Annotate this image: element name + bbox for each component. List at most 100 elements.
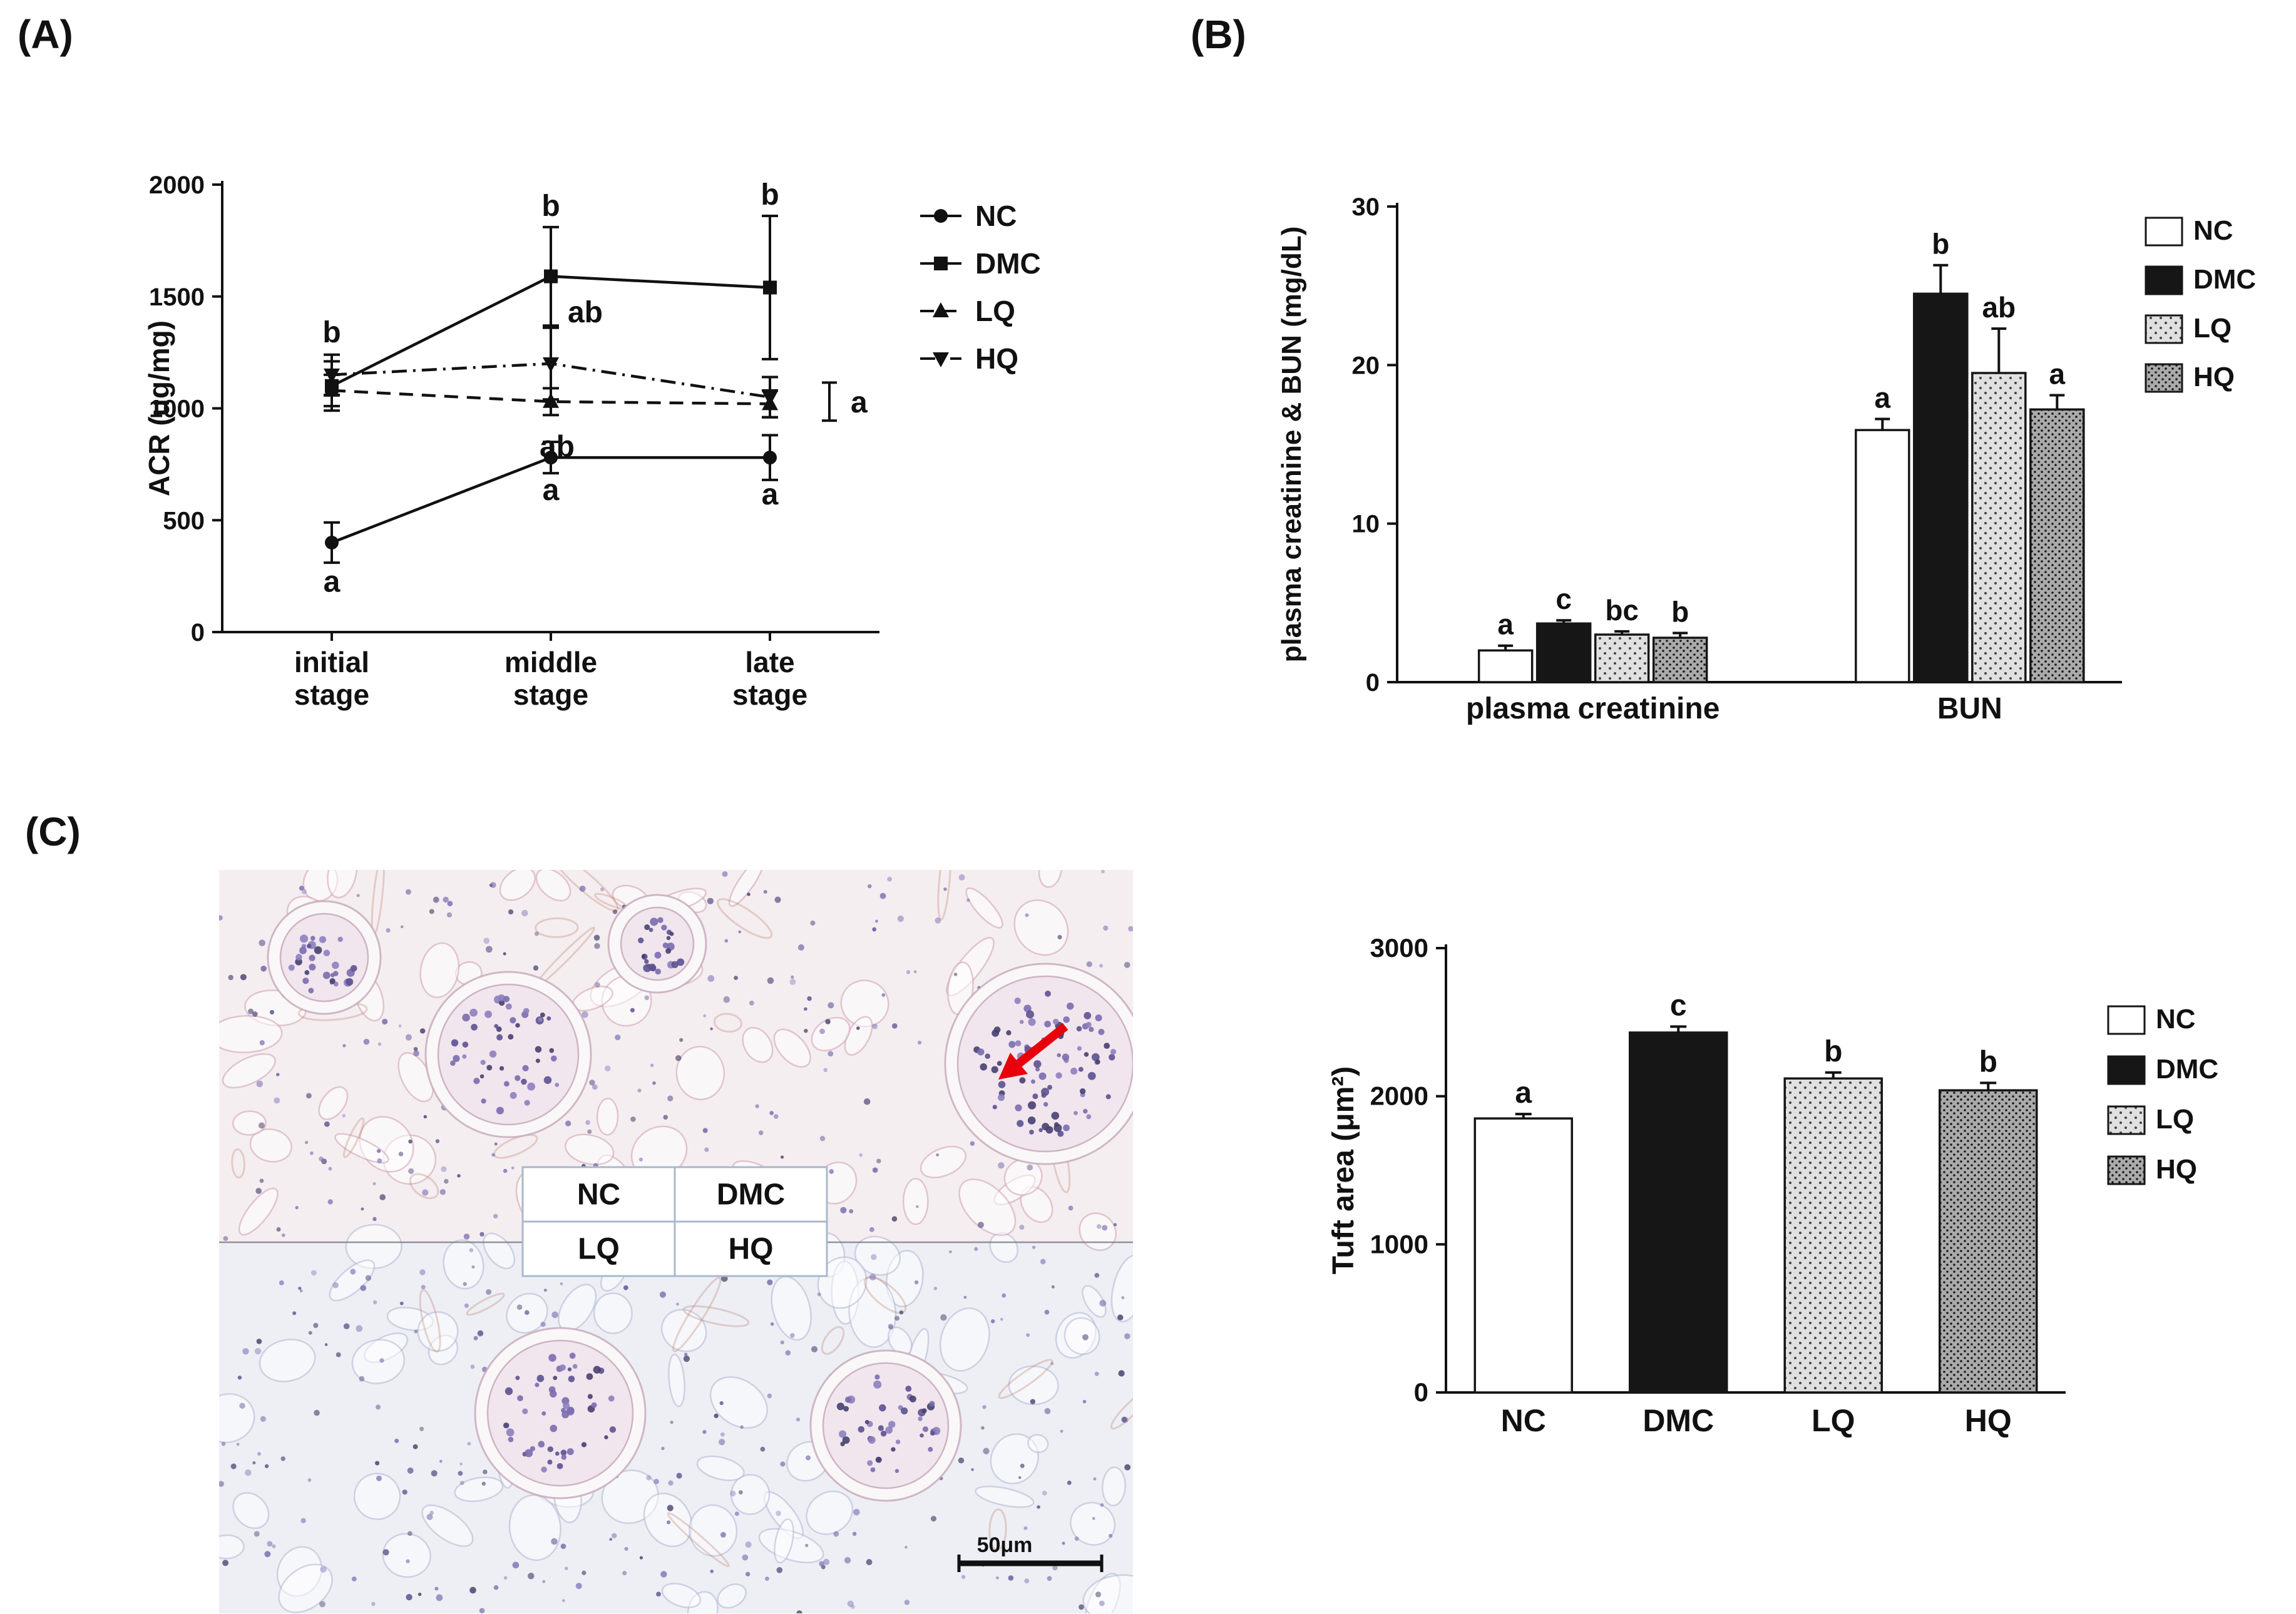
- scale-bar-label: 50μm: [977, 1533, 1033, 1557]
- tissue-nucleus: [1079, 1604, 1084, 1610]
- tissue-tubule: [327, 870, 358, 899]
- tissue-nucleus: [565, 1120, 571, 1126]
- tissue-nucleus: [653, 1479, 659, 1484]
- tissue-nucleus: [350, 1269, 356, 1275]
- tissue-nucleus: [871, 1254, 877, 1260]
- tissue-strand: [717, 898, 773, 939]
- glomerulus-nucleus: [1063, 1124, 1070, 1131]
- marker-DMC: [544, 269, 558, 283]
- tissue-tubule: [232, 1110, 267, 1136]
- tissue-nucleus: [516, 1304, 523, 1310]
- legend-label: DMC: [2156, 1054, 2218, 1085]
- tissue-tubule: [278, 1563, 333, 1613]
- tissue-nucleus: [481, 1481, 486, 1486]
- glomerulus-nucleus: [930, 1431, 935, 1436]
- tissue-nucleus: [223, 1236, 228, 1241]
- glomerulus-nucleus: [1017, 1120, 1024, 1127]
- tissue-nucleus: [1094, 1371, 1099, 1376]
- glomerulus-nucleus: [1098, 1028, 1105, 1035]
- legend-swatch-NC: [2107, 1005, 2146, 1035]
- tissue-nucleus: [719, 1401, 724, 1406]
- tissue-nucleus: [930, 1516, 937, 1522]
- tissue-nucleus: [365, 1275, 372, 1281]
- tissue-nucleus: [1108, 1533, 1113, 1538]
- tissue-nucleus: [797, 944, 804, 951]
- panel-c-label: (C): [25, 809, 81, 854]
- tissue-nucleus: [255, 1188, 262, 1194]
- tissue-nucleus: [749, 1000, 754, 1006]
- tissue-nucleus: [789, 1333, 795, 1338]
- tissue-nucleus: [1099, 1600, 1105, 1606]
- glomerulus-nucleus: [561, 1454, 566, 1460]
- glomerulus-nucleus: [568, 1376, 575, 1382]
- glomerulus-nucleus: [522, 1065, 529, 1072]
- tissue-nucleus: [819, 1135, 826, 1142]
- tissue-nucleus: [888, 1324, 894, 1329]
- tissue-nucleus: [704, 1147, 709, 1152]
- tissue-nucleus: [433, 896, 439, 903]
- tissue-nucleus: [823, 1558, 830, 1565]
- glomerulus-nucleus: [559, 1364, 566, 1371]
- tissue-nucleus: [361, 1207, 364, 1211]
- tissue-nucleus: [1124, 962, 1130, 968]
- glomerulus-nucleus: [586, 1373, 593, 1380]
- tissue-nucleus: [684, 1352, 688, 1356]
- tissue-nucleus: [863, 1098, 871, 1105]
- glomerulus-nucleus: [481, 1098, 486, 1104]
- glomerulus-nucleus: [486, 1065, 493, 1071]
- glomerulus-nucleus: [308, 988, 314, 994]
- tissue-nucleus: [408, 1168, 414, 1175]
- tissue-nucleus: [421, 1285, 426, 1290]
- tissue-nucleus: [996, 1576, 999, 1580]
- tissue-nucleus: [767, 1279, 773, 1285]
- tissue-tubule: [329, 1259, 376, 1302]
- tissue-nucleus: [394, 1438, 399, 1443]
- glomerulus-nucleus: [662, 942, 669, 949]
- glomerulus-nucleus: [669, 931, 674, 936]
- tissue-nucleus: [661, 1446, 665, 1451]
- glomerulus-nucleus: [469, 1008, 478, 1017]
- tissue-nucleus: [724, 939, 729, 943]
- glomerulus-nucleus: [527, 1082, 536, 1091]
- glomerulus-nucleus: [1104, 1043, 1110, 1050]
- tissue-nucleus: [785, 1350, 791, 1356]
- glomerulus-nucleus: [309, 963, 316, 971]
- tissue-nucleus: [897, 915, 904, 922]
- tissue-tubule: [989, 1232, 1019, 1263]
- tissue-nucleus: [676, 1473, 682, 1479]
- glomerulus-nucleus: [546, 1016, 551, 1021]
- glomerulus-nucleus: [540, 1012, 545, 1018]
- tissue-nucleus: [872, 1023, 878, 1029]
- glomerulus-nucleus: [535, 1382, 540, 1387]
- marker-NC: [325, 536, 339, 549]
- glomerulus-nucleus: [541, 1466, 547, 1473]
- tissue-tubule: [811, 1016, 851, 1052]
- glomerulus-nucleus: [547, 1459, 553, 1465]
- tissue-nucleus: [1047, 1576, 1052, 1581]
- tissue-nucleus: [470, 1364, 475, 1369]
- tissue-nucleus: [853, 1508, 860, 1516]
- tissue-nucleus: [256, 1338, 262, 1344]
- tissue-nucleus: [774, 1114, 779, 1119]
- legend-label: HQ: [2193, 362, 2235, 392]
- glomerulus-nucleus: [998, 1094, 1005, 1101]
- tissue-nucleus: [758, 1130, 764, 1135]
- tissue-nucleus: [869, 1227, 874, 1232]
- tissue-nucleus: [913, 970, 917, 974]
- tissue-nucleus: [494, 1142, 498, 1146]
- glomerulus-nucleus: [604, 1435, 608, 1439]
- tissue-nucleus: [936, 1153, 940, 1157]
- tissue-nucleus: [780, 1461, 786, 1467]
- tissue-nucleus: [734, 1511, 739, 1516]
- glomerulus-nucleus: [530, 1446, 536, 1451]
- tissue-nucleus: [463, 1233, 470, 1240]
- glomerulus-nucleus: [929, 1401, 935, 1407]
- tissue-nucleus: [604, 1065, 611, 1072]
- tissue-nucleus: [259, 1178, 264, 1183]
- tissue-nucleus: [379, 1358, 384, 1363]
- sig-letter: a: [543, 474, 560, 507]
- glomerulus-nucleus: [1095, 1059, 1100, 1065]
- glomerulus-nucleus: [300, 934, 309, 943]
- bar-LQ: [1594, 633, 1650, 683]
- glomerulus-nucleus: [905, 1386, 912, 1392]
